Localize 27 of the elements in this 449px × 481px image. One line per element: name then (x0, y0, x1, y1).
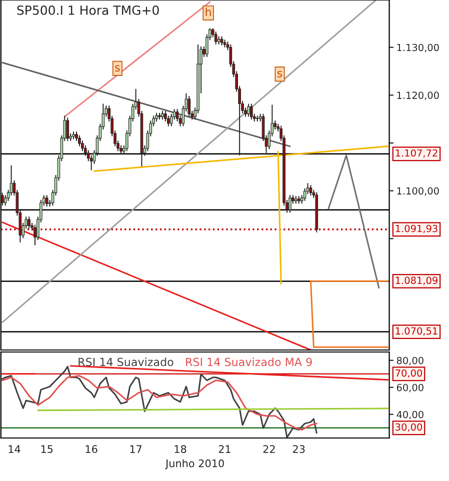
annotation: h (206, 8, 211, 16)
ref-line-label: 70,00 (396, 369, 422, 378)
text: RSI 14 Suavizado MA 9 (186, 358, 312, 366)
y-tick-label: 1.100,00 (397, 187, 439, 196)
x-tick-label: 15 (41, 445, 53, 454)
x-tick-label: 23 (292, 445, 305, 454)
y-tick-label: 80,00 (396, 356, 424, 366)
x-axis-title: Junho 2010 (165, 459, 224, 470)
y-tick-label: 60,00 (396, 384, 424, 392)
x-tick-label: 22 (263, 445, 275, 453)
x-tick-label: 21 (218, 445, 230, 453)
ref-line-label: 1.081,09 (396, 276, 438, 286)
series-label: RSI 14 Suavizado (78, 358, 174, 366)
chart-title: SP500.I 1 Hora TMG+0 (17, 5, 159, 15)
ref-line-label: 30,00 (396, 423, 422, 432)
x-tick-label: 17 (130, 445, 142, 453)
ref-line-label: 1.070,51 (396, 327, 438, 336)
y-tick-label: 1.130,00 (397, 44, 439, 52)
ref-line-label: 1.107,72 (396, 149, 438, 158)
x-tick-label: 18 (174, 445, 186, 454)
x-tick-label: 16 (86, 445, 98, 454)
ref-line-label: 1.091,93 (396, 224, 438, 234)
y-tick-label: 40,00 (396, 410, 424, 420)
x-tick-label: 14 (8, 445, 20, 453)
annotation: s (115, 65, 120, 72)
annotation: s (277, 70, 282, 78)
y-tick-label: 1.120,00 (397, 92, 439, 100)
